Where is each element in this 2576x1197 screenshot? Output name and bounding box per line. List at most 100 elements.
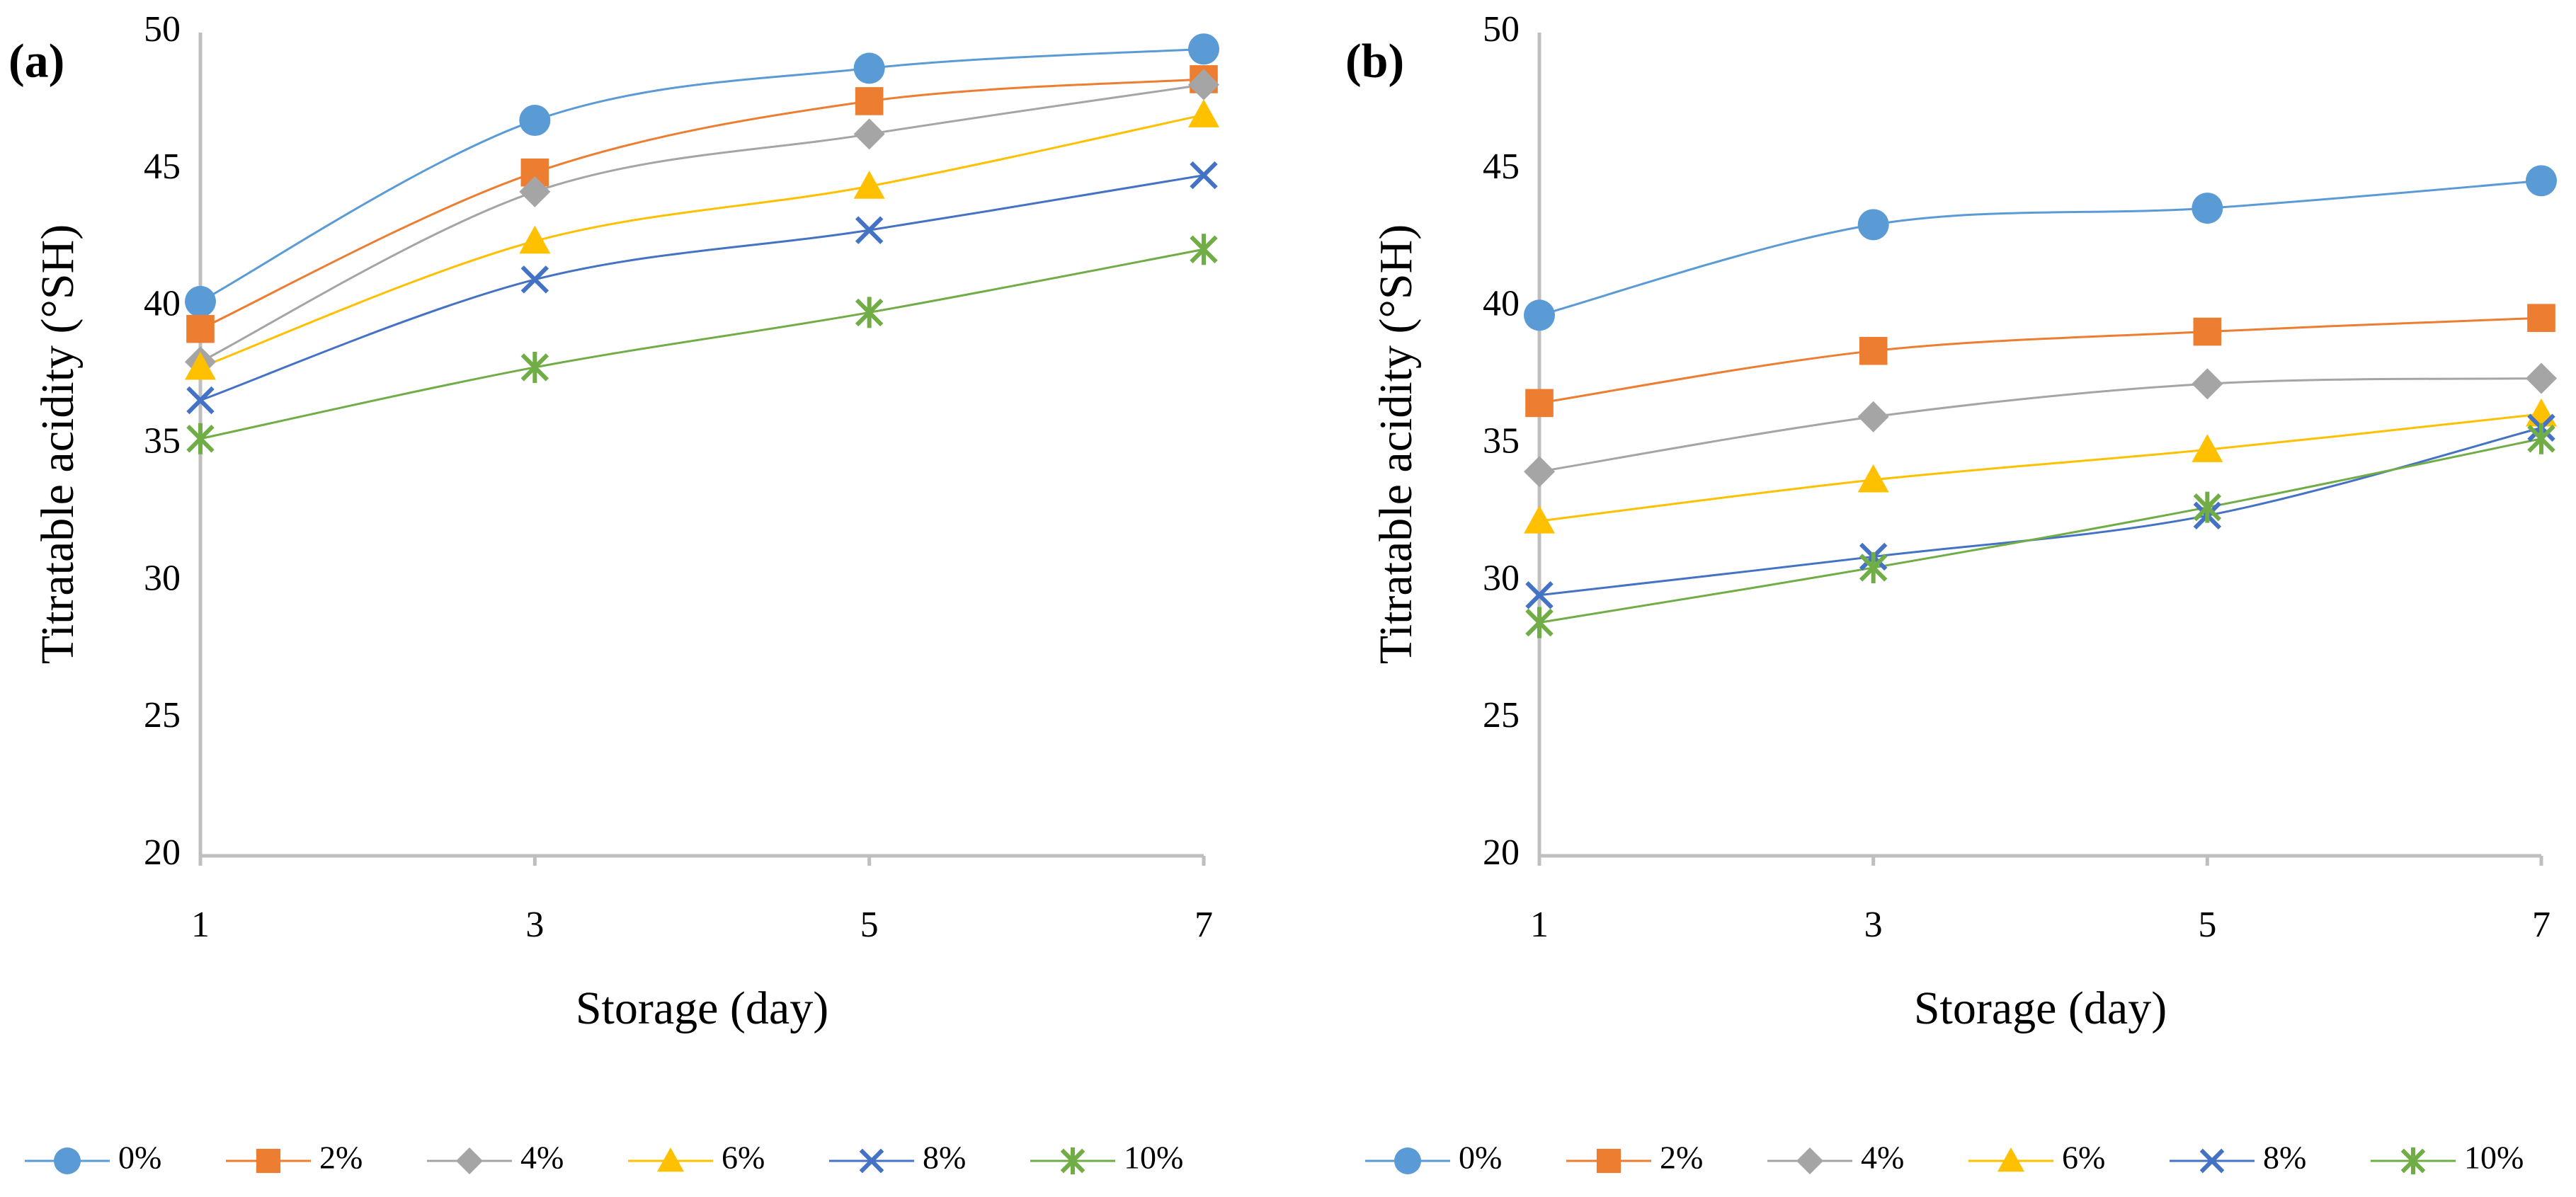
legend-label: 2% [319,1140,363,1176]
series-line [200,47,1204,303]
marker-shape [2199,1148,2225,1174]
legend-label: 0% [118,1140,161,1176]
marker [855,87,884,115]
marker [1796,1147,1823,1174]
marker [456,1147,483,1174]
legend-label: 0% [1459,1140,1502,1176]
panel-label: (b) [1345,34,1404,88]
marker-shape [853,52,885,84]
y-tick-label: 40 [1483,284,1520,324]
series-line [200,84,1204,363]
marker [855,216,884,244]
marker-shape [519,225,551,254]
marker [2193,491,2222,523]
x-axis-title: Storage (day) [576,983,828,1034]
marker [1524,456,1555,488]
marker [186,386,215,415]
marker-shape [1857,209,1889,241]
marker [1190,234,1218,265]
marker [1188,69,1219,101]
legend-entry: 10% [2371,1140,2524,1176]
marker-shape [2192,193,2223,224]
marker [1394,1147,1421,1174]
marker [520,351,549,383]
marker [855,297,884,328]
marker-shape [186,386,215,415]
legend-entry: 0% [1365,1140,1502,1176]
series-line [1539,179,2542,316]
marker [853,52,885,84]
marker [2400,1147,2426,1174]
marker [2193,317,2222,346]
legend-entry: 4% [427,1140,564,1176]
marker [2199,1148,2225,1174]
marker-shape [1188,33,1219,65]
marker-shape [855,87,884,115]
y-tick-label: 25 [144,695,181,735]
y-tick-label: 50 [144,9,181,50]
y-axis-title: Titratable acidity (°SH) [1370,224,1422,665]
series-line [1539,377,2542,473]
y-tick-label: 30 [144,558,181,598]
y-tick-label: 40 [144,284,181,324]
marker [853,171,885,199]
marker-shape [1857,401,1889,433]
marker [2192,434,2223,462]
legend-entry: 2% [1566,1140,1703,1176]
legend-entry: 4% [1767,1140,1904,1176]
y-tick-label: 30 [1483,558,1520,598]
marker [1060,1147,1085,1174]
marker-shape [2193,317,2222,346]
marker [2527,304,2555,332]
marker-shape [2527,304,2555,332]
legend-label: 8% [2263,1140,2306,1176]
legend-entry: 10% [1030,1140,1183,1176]
y-tick-label: 35 [144,420,181,461]
marker-shape [1188,99,1219,127]
legend-label: 10% [1124,1140,1183,1176]
marker [1524,505,1555,534]
marker [1188,99,1219,127]
marker [256,1148,281,1174]
marker [1524,299,1555,331]
x-tick-label: 5 [860,905,879,945]
marker [2526,165,2557,197]
series-line [200,113,1204,369]
legend-label: 8% [923,1140,966,1176]
marker [2526,362,2557,394]
series-line [1539,316,2542,404]
y-tick-label: 35 [1483,420,1520,461]
legend-entry: 6% [628,1140,765,1176]
marker-shape [2192,434,2223,462]
marker [1525,389,1554,418]
marker [1857,401,1889,433]
marker-shape [855,216,884,244]
marker [519,105,551,137]
marker-shape [185,351,216,380]
marker-shape [1188,69,1219,101]
marker [1859,551,1888,583]
series-line [200,248,1204,440]
marker-shape [1796,1147,1823,1174]
x-tick-label: 7 [1195,905,1213,945]
marker [859,1148,884,1174]
marker [186,314,215,343]
marker-shape [2526,398,2557,427]
y-tick-label: 20 [1483,832,1520,873]
y-axis-title: Titratable acidity (°SH) [32,224,84,665]
marker [1857,464,1889,493]
marker [2526,398,2557,427]
marker-shape [456,1147,483,1174]
marker [2192,193,2223,224]
marker [185,351,216,380]
legend-label: 6% [2062,1140,2105,1176]
x-tick-label: 3 [525,905,544,945]
series-line [200,174,1204,401]
y-tick-label: 45 [1483,147,1520,187]
y-tick-label: 45 [144,147,181,187]
legend-label: 2% [1660,1140,1703,1176]
x-tick-label: 3 [1864,905,1883,945]
